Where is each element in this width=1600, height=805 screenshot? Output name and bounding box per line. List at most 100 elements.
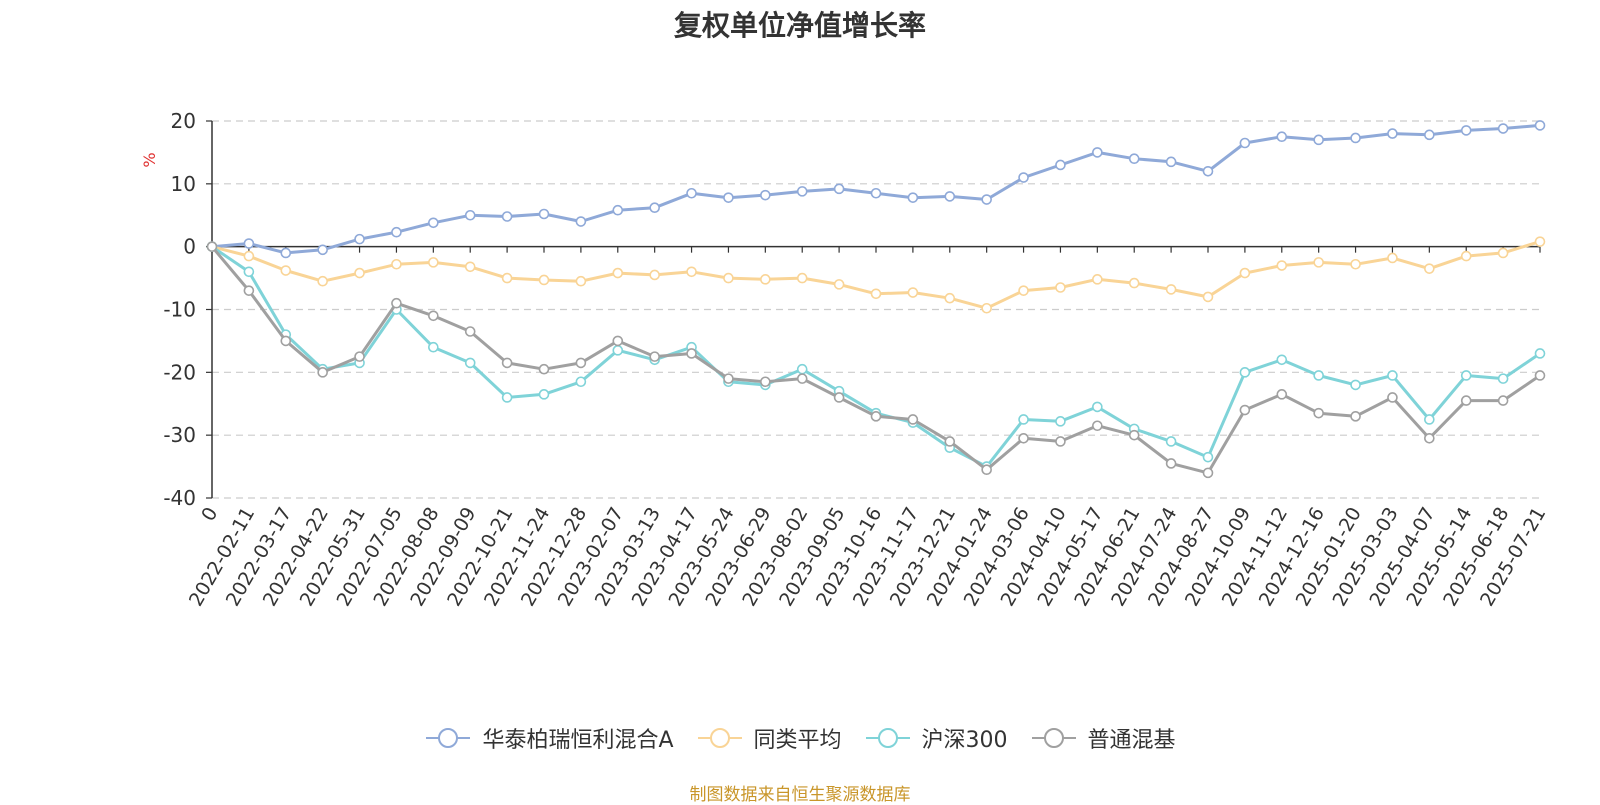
data-point (760, 189, 771, 201)
data-point (501, 392, 513, 403)
y-tick-label: -10 (163, 298, 196, 322)
data-point (1460, 395, 1472, 406)
data-point (1165, 156, 1177, 168)
data-point (243, 285, 255, 296)
series-4 (206, 241, 1546, 479)
data-point (796, 363, 808, 375)
data-point (1128, 277, 1140, 289)
data-point (1313, 407, 1324, 419)
data-point (1239, 367, 1251, 378)
data-point (391, 226, 402, 238)
data-point (760, 274, 771, 285)
data-point (833, 183, 845, 195)
data-point (1092, 274, 1103, 285)
legend-item-series-3[interactable]: 沪深300 (864, 722, 1008, 754)
legend: 华泰柏瑞恒利混合A 同类平均 沪深300 普通混基 (0, 722, 1600, 754)
data-point (1018, 172, 1029, 183)
legend-label: 普通混基 (1087, 728, 1176, 753)
data-point (1018, 414, 1029, 425)
data-point (1497, 123, 1509, 134)
series-1 (206, 120, 1546, 259)
data-point (796, 186, 808, 197)
data-point (649, 269, 660, 281)
data-point (206, 241, 218, 252)
data-point (501, 211, 513, 222)
data-point (686, 348, 697, 359)
data-point (870, 187, 882, 199)
series-3 (206, 241, 1546, 472)
data-point (1055, 282, 1066, 293)
data-point (1202, 291, 1214, 303)
source-note: 制图数据来自恒生聚源数据库 (689, 785, 911, 805)
data-point (317, 275, 328, 287)
y-axis-unit: % (140, 152, 159, 167)
data-point (464, 261, 476, 273)
data-point (575, 216, 587, 227)
data-point (280, 335, 292, 347)
data-point (723, 192, 734, 203)
data-point (1313, 370, 1324, 381)
series-line (210, 245, 1542, 469)
data-point (1239, 404, 1251, 416)
data-point (1387, 252, 1398, 264)
chart-title: 复权单位净值增长率 (673, 9, 926, 42)
data-point (870, 288, 882, 300)
data-point (317, 244, 328, 256)
data-point (796, 272, 808, 284)
data-point (981, 302, 992, 314)
line-chart: % 20 10 0 -10 -20 -30 -40 02022-02-112022-03-1… (140, 109, 1550, 610)
data-point (538, 363, 550, 375)
data-point (1497, 247, 1509, 259)
data-point (1534, 120, 1546, 131)
legend-item-series-4[interactable]: 普通混基 (1030, 722, 1176, 754)
data-point (1165, 436, 1177, 447)
data-point (1460, 125, 1472, 136)
data-point (243, 238, 255, 249)
data-point (1424, 414, 1435, 425)
data-point (317, 367, 328, 378)
data-point (391, 297, 402, 309)
data-point (833, 279, 845, 290)
data-point (1534, 236, 1546, 247)
data-point (944, 191, 956, 202)
data-point (1350, 379, 1361, 391)
y-tick-label: 20 (171, 109, 196, 133)
legend-line-circle-icon (865, 728, 910, 748)
data-point (538, 274, 550, 286)
data-point (1276, 354, 1288, 366)
legend-item-series-1[interactable]: 华泰柏瑞恒利混合A (424, 722, 674, 754)
legend-label: 沪深300 (921, 728, 1008, 753)
data-point (1202, 467, 1214, 479)
data-point (354, 233, 365, 245)
data-point (1128, 429, 1140, 441)
data-point (1055, 159, 1066, 171)
data-point (907, 287, 919, 298)
series-layer (206, 120, 1546, 479)
data-point (1350, 132, 1361, 144)
data-point (649, 351, 660, 362)
y-tick-label: -40 (163, 486, 196, 510)
data-point (464, 357, 476, 369)
data-point (907, 192, 919, 203)
data-point (944, 292, 956, 304)
data-point (686, 187, 697, 199)
data-point (354, 267, 365, 279)
data-point (907, 414, 919, 425)
data-point (796, 373, 808, 384)
data-point (1239, 267, 1251, 279)
data-point (1276, 389, 1288, 400)
data-point (1018, 433, 1029, 444)
data-point (243, 250, 255, 262)
data-point (243, 266, 255, 278)
data-point (1387, 128, 1398, 139)
data-point (464, 326, 476, 337)
axis-layer: % 20 10 0 -10 -20 -30 -40 (140, 109, 1541, 510)
data-point (428, 217, 439, 229)
x-tick-label: 0 (197, 504, 222, 525)
data-point (944, 436, 956, 447)
legend-item-series-2[interactable]: 同类平均 (696, 722, 842, 754)
data-point (1092, 420, 1103, 432)
legend-label: 华泰柏瑞恒利混合A (482, 728, 674, 753)
data-point (428, 257, 439, 268)
data-point (1165, 284, 1177, 295)
